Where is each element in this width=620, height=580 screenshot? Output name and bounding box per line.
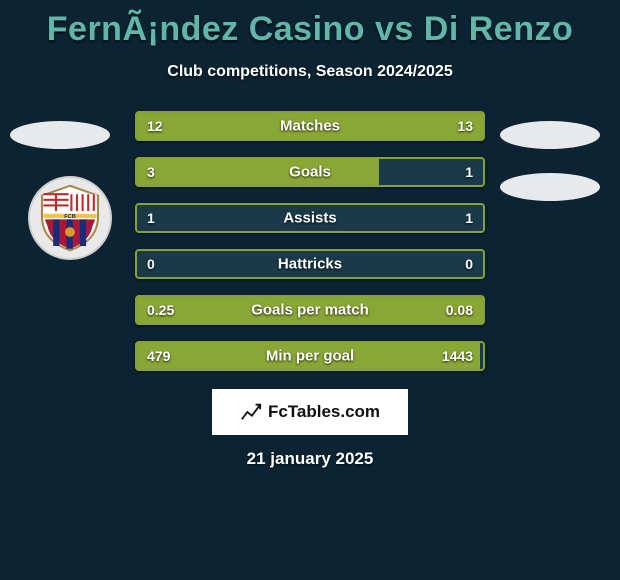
svg-text:FCB: FCB (64, 214, 76, 220)
stat-row: 3 1 Goals (135, 157, 485, 187)
page-title: FernÃ¡ndez Casino vs Di Renzo (0, 0, 620, 49)
stat-fill-left (137, 159, 379, 185)
stat-label: Assists (283, 210, 336, 227)
date-text: 21 january 2025 (0, 449, 620, 469)
stat-row: 479 1443 Min per goal (135, 341, 485, 371)
stat-value-right: 1 (465, 210, 473, 226)
stat-value-left: 479 (147, 348, 170, 364)
comparison-panel: FCB 12 13 Matches 3 1 Goals 1 1 Assists 0 0 Hattric… (0, 111, 620, 469)
stat-bars: 12 13 Matches 3 1 Goals 1 1 Assists 0 0 Hattricks 0.… (135, 111, 485, 371)
stat-value-left: 1 (147, 210, 155, 226)
stat-value-right: 1 (465, 164, 473, 180)
brand-text: FcTables.com (268, 402, 380, 422)
stat-row: 0 0 Hattricks (135, 249, 485, 279)
stat-label: Matches (280, 118, 340, 135)
stat-row: 12 13 Matches (135, 111, 485, 141)
stat-value-right: 13 (457, 118, 473, 134)
stat-label: Goals (289, 164, 331, 181)
stat-label: Min per goal (266, 348, 354, 365)
player-right-placeholder-1 (500, 121, 600, 149)
brand-badge[interactable]: FcTables.com (212, 389, 408, 435)
stat-label: Goals per match (251, 302, 369, 319)
club-badge-left: FCB (28, 176, 112, 260)
stat-row: 0.25 0.08 Goals per match (135, 295, 485, 325)
stat-value-left: 3 (147, 164, 155, 180)
stat-value-right: 0 (465, 256, 473, 272)
stat-label: Hattricks (278, 256, 342, 273)
chart-up-icon (240, 401, 262, 423)
stat-value-left: 0.25 (147, 302, 174, 318)
stat-row: 1 1 Assists (135, 203, 485, 233)
stat-value-left: 12 (147, 118, 163, 134)
player-right-placeholder-2 (500, 173, 600, 201)
stat-value-right: 0.08 (446, 302, 473, 318)
subtitle: Club competitions, Season 2024/2025 (0, 63, 620, 81)
player-left-placeholder (10, 121, 110, 149)
stat-value-left: 0 (147, 256, 155, 272)
stat-value-right: 1443 (442, 348, 473, 364)
barcelona-crest-icon: FCB (35, 183, 105, 253)
